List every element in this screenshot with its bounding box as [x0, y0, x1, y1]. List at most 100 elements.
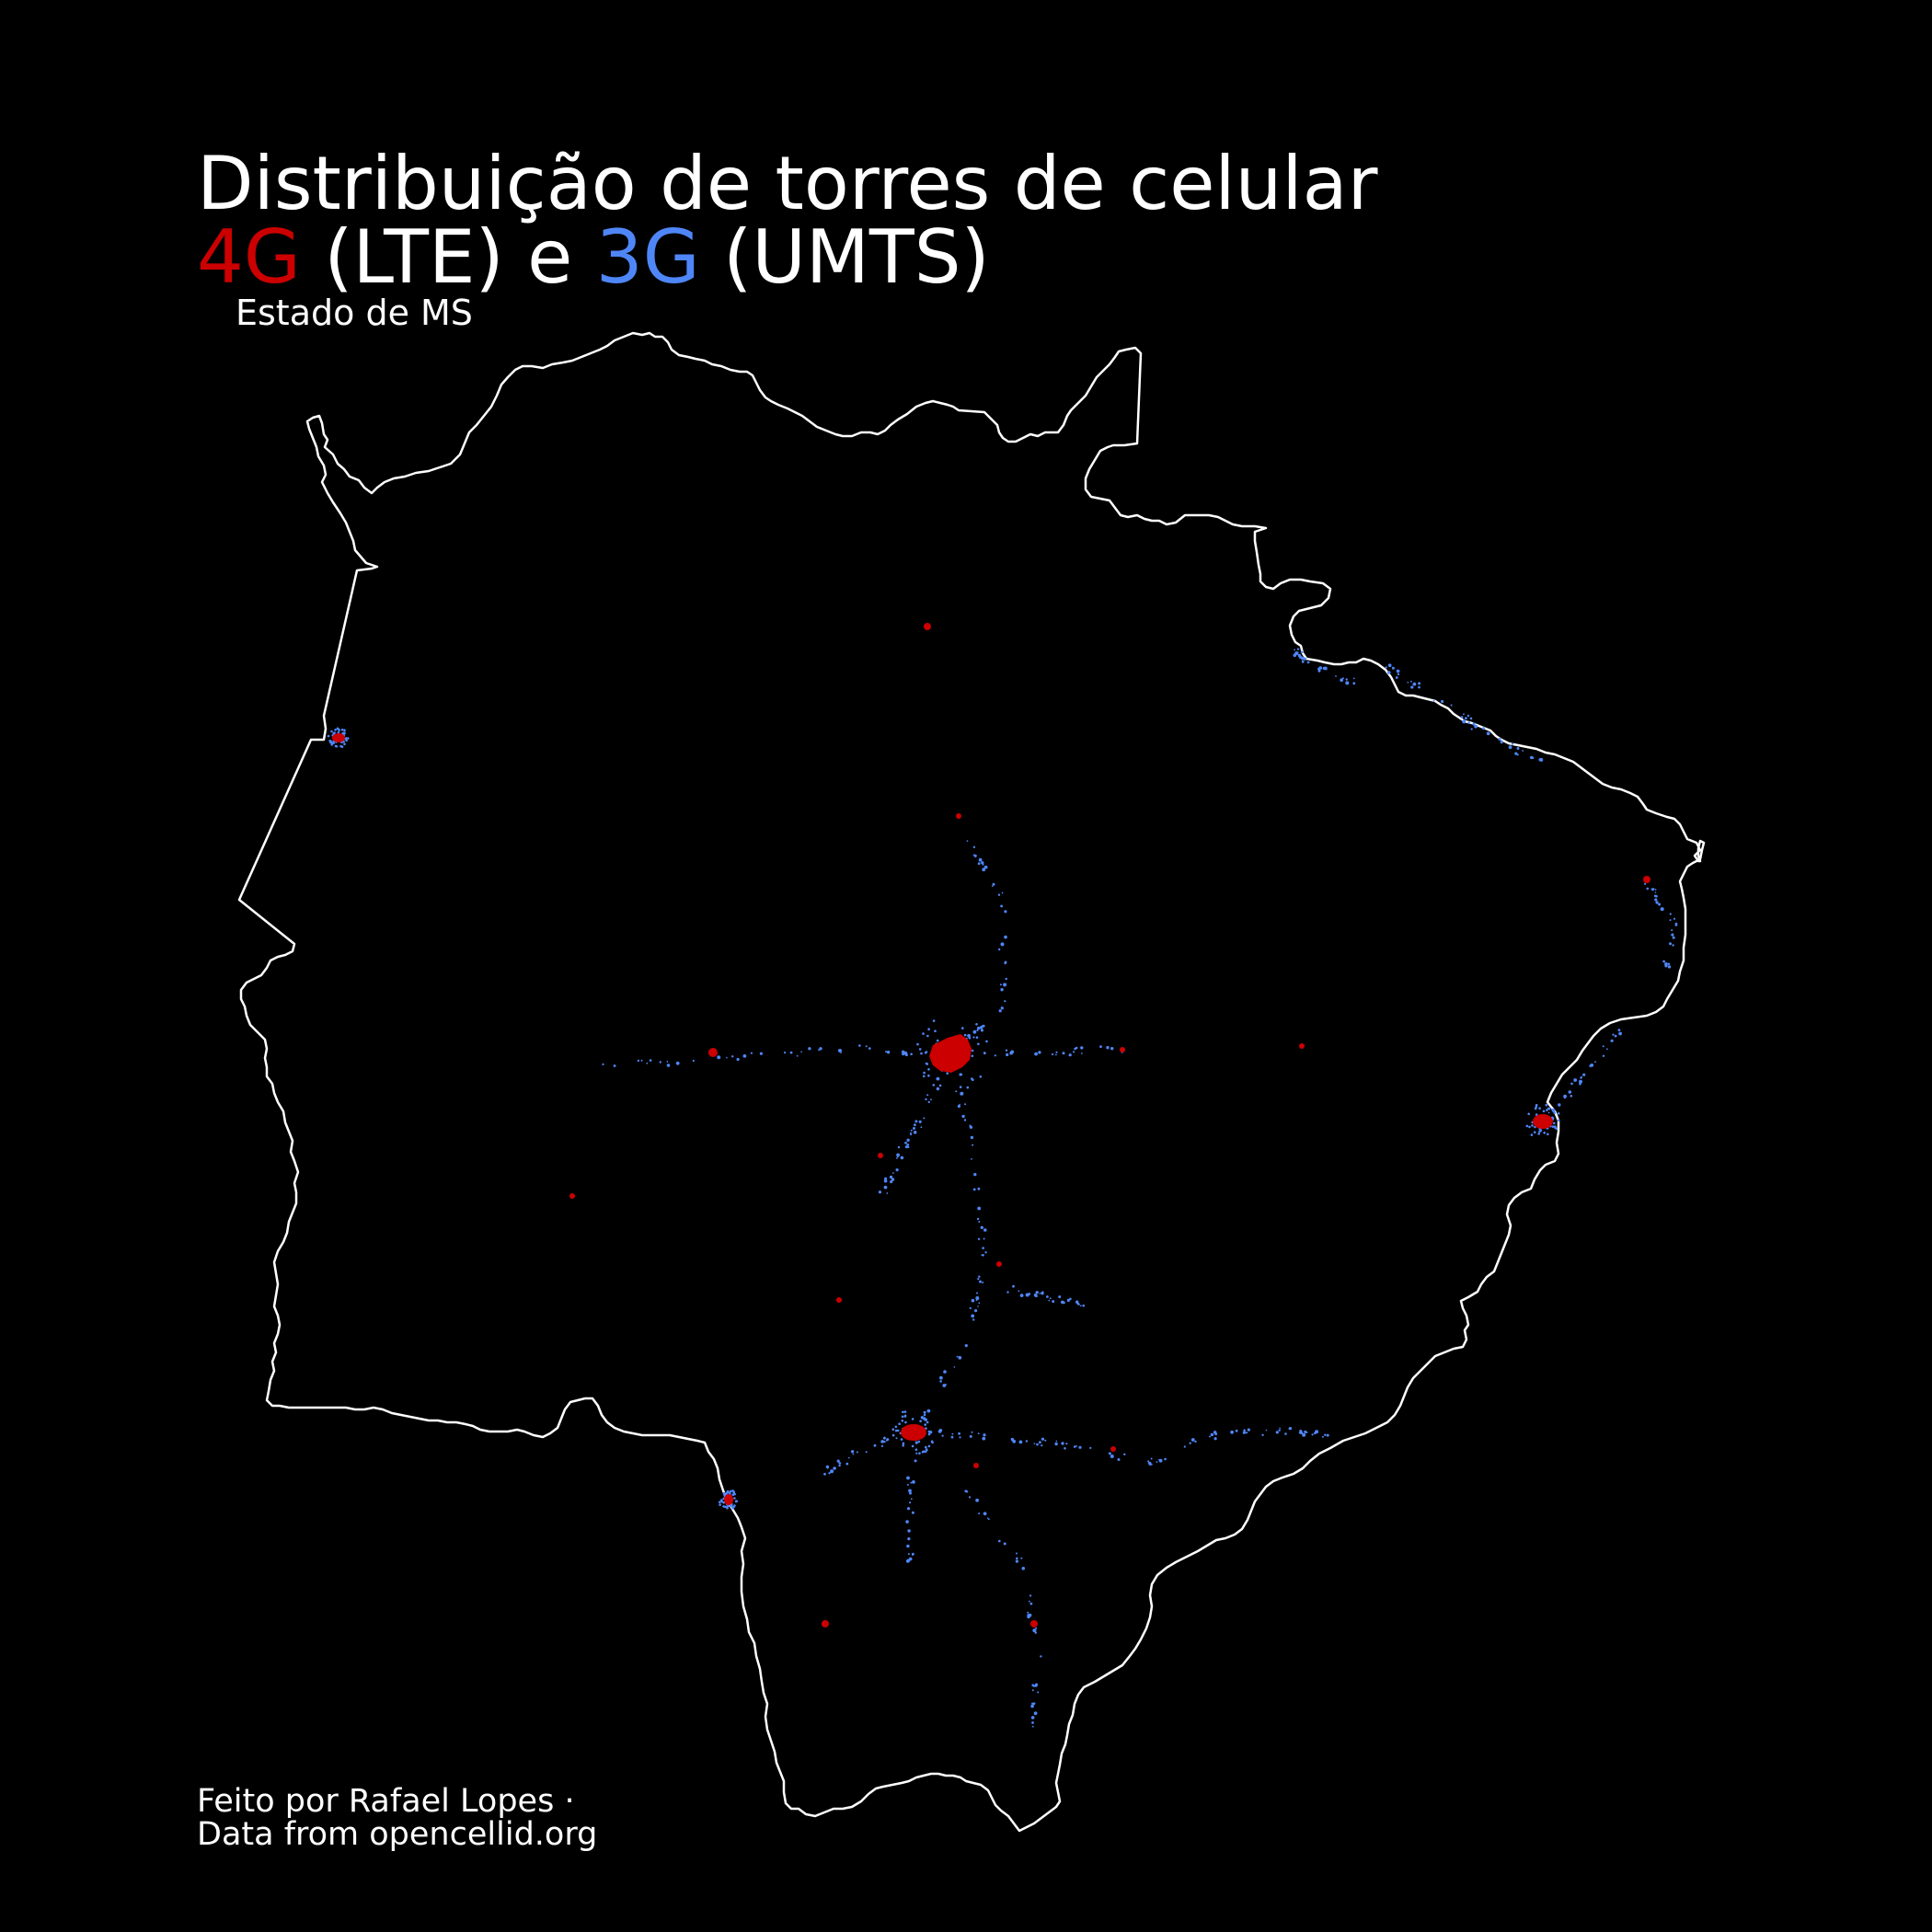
- umts-tower-point: [1055, 1051, 1058, 1053]
- umts-tower-point: [1570, 1082, 1573, 1086]
- umts-tower-point: [1606, 1048, 1608, 1051]
- umts-tower-point: [939, 1380, 942, 1383]
- umts-tower-point: [950, 1435, 954, 1439]
- umts-tower-point: [992, 882, 995, 886]
- umts-tower-point: [1533, 1131, 1536, 1133]
- umts-tower-point: [646, 1062, 649, 1064]
- umts-tower-point: [982, 1254, 984, 1257]
- umts-tower-point: [878, 1190, 882, 1194]
- umts-tower-point: [1242, 1431, 1246, 1434]
- umts-tower-point: [722, 1491, 726, 1495]
- umts-tower-point: [1031, 1702, 1034, 1706]
- umts-tower-point: [980, 1225, 984, 1230]
- umts-tower-point: [920, 1052, 923, 1055]
- umts-tower-point: [945, 1384, 947, 1386]
- umts-tower-point: [972, 1036, 975, 1039]
- umts-tower-point: [873, 1443, 877, 1447]
- umts-tower-point: [1048, 1299, 1050, 1302]
- umts-tower-point: [675, 1061, 680, 1065]
- umts-tower-point: [1307, 661, 1310, 663]
- umts-tower-point: [906, 1483, 909, 1486]
- umts-tower-point: [1646, 887, 1650, 891]
- umts-tower-point: [926, 1094, 929, 1097]
- umts-tower-point: [836, 1459, 840, 1463]
- map-title-line2: 4G (LTE) e 3G (UMTS): [197, 213, 990, 302]
- umts-tower-point: [334, 729, 337, 731]
- umts-tower-point: [1545, 1103, 1548, 1107]
- umts-tower-point: [1004, 910, 1007, 914]
- umts-tower-point: [1581, 1075, 1582, 1078]
- umts-tower-point: [968, 1036, 972, 1040]
- umts-tower-point: [666, 1061, 669, 1063]
- umts-tower-point: [959, 1436, 961, 1439]
- umts-tower-point: [1395, 676, 1398, 679]
- lte-cluster-campo-grande: [929, 1034, 972, 1073]
- umts-tower-point: [914, 1459, 917, 1463]
- umts-tower-point: [1150, 1457, 1153, 1460]
- umts-tower-point: [974, 1309, 978, 1313]
- umts-tower-point: [1610, 1039, 1614, 1042]
- umts-tower-point: [1035, 1294, 1038, 1297]
- lte-label: 4G: [197, 214, 301, 300]
- umts-tower-point: [659, 1061, 661, 1064]
- umts-tower-point: [1542, 1110, 1546, 1113]
- umts-tower-point: [1247, 1428, 1250, 1432]
- umts-tower-point: [966, 840, 969, 842]
- umts-tower-point: [1387, 663, 1392, 667]
- umts-tower-point: [971, 1431, 973, 1433]
- umts-tower-point: [971, 1049, 974, 1052]
- umts-tower-point: [1149, 1464, 1151, 1466]
- umts-tower-point: [910, 1132, 912, 1134]
- umts-tower-point: [1039, 1293, 1041, 1294]
- umts-tower-point: [1325, 666, 1328, 669]
- umts-tower-point: [941, 1434, 944, 1437]
- umts-tower-point: [977, 1432, 980, 1435]
- umts-tower-point: [1538, 1107, 1541, 1110]
- umts-tower-point: [1082, 1304, 1085, 1307]
- umts-tower-point: [967, 1033, 971, 1038]
- umts-tower-point: [1030, 1704, 1034, 1708]
- umts-tower-point: [1298, 1432, 1302, 1434]
- umts-tower-point: [1589, 1064, 1592, 1067]
- umts-tower-point: [1352, 682, 1356, 685]
- umts-tower-point: [1164, 1457, 1167, 1461]
- umts-tower-point: [1081, 1052, 1083, 1054]
- umts-tower-point: [906, 1138, 910, 1143]
- umts-tower-point: [925, 1098, 927, 1101]
- umts-tower-point: [1004, 935, 1007, 939]
- umts-tower-point: [334, 744, 338, 748]
- umts-tower-point: [912, 1480, 915, 1484]
- umts-tower-point: [1027, 1614, 1030, 1617]
- umts-tower-point: [1016, 1557, 1018, 1560]
- umts-tower-point: [978, 1221, 981, 1223]
- umts-tower-point: [1537, 1133, 1540, 1135]
- umts-tower-point: [880, 1440, 884, 1443]
- umts-tower-point: [918, 1120, 922, 1123]
- umts-tower-point: [982, 868, 986, 872]
- umts-tower-point: [1029, 1600, 1030, 1603]
- umts-tower-point: [1036, 1443, 1039, 1446]
- umts-tower-point: [1058, 1295, 1062, 1299]
- umts-tower-point: [971, 1077, 973, 1080]
- umts-tower-point: [884, 1177, 888, 1180]
- umts-tower-point: [907, 1553, 910, 1556]
- umts-tower-point: [1418, 682, 1421, 685]
- umts-tower-point: [917, 1440, 921, 1443]
- umts-tower-point: [999, 983, 1002, 986]
- umts-tower-point: [959, 1073, 962, 1075]
- umts-tower-point: [985, 1040, 988, 1043]
- lte-cluster-dourados: [901, 1424, 926, 1441]
- lte-label-rest: (LTE) e: [300, 214, 596, 300]
- lte-cluster-tres-lagoas: [1533, 1114, 1553, 1129]
- umts-tower-point: [1005, 1049, 1008, 1052]
- umts-tower-point: [1031, 1689, 1034, 1692]
- umts-tower-point: [902, 1410, 904, 1414]
- umts-tower-point: [971, 1054, 974, 1058]
- umts-tower-point: [1016, 1552, 1018, 1555]
- umts-tower-point: [731, 1506, 734, 1509]
- umts-tower-point: [1387, 671, 1391, 674]
- umts-tower-point: [1089, 1446, 1092, 1449]
- umts-tower-point: [927, 1432, 931, 1436]
- umts-tower-point: [1012, 1439, 1017, 1443]
- umts-tower-point: [927, 1028, 930, 1030]
